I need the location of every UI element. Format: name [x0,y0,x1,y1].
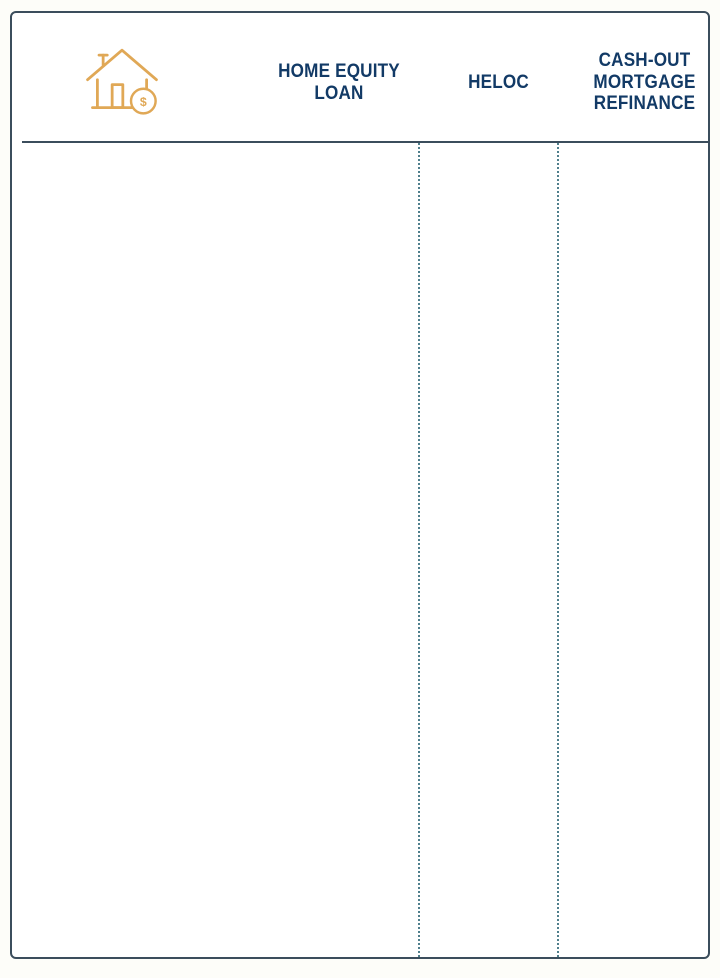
svg-text:$: $ [140,95,147,109]
